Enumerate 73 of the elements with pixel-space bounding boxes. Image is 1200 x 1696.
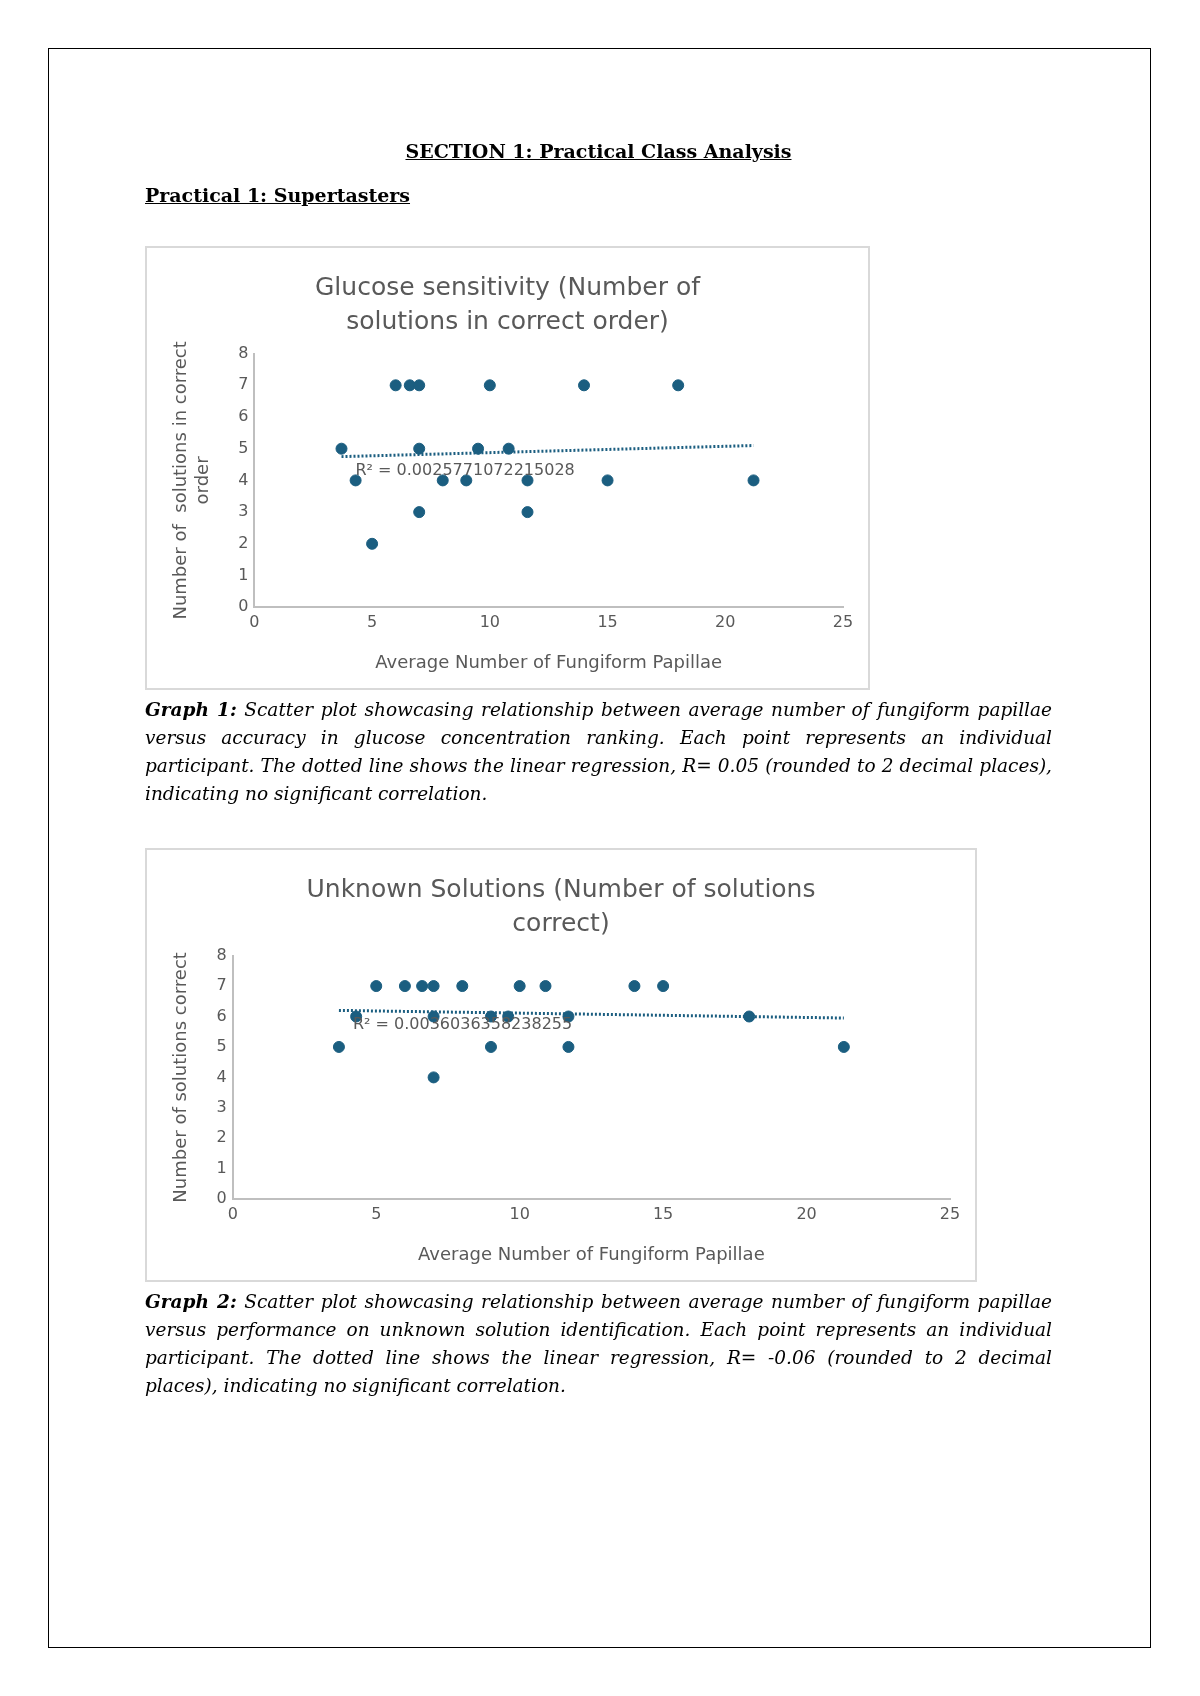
x-axis-title: Average Number of Fungiform Papillae	[375, 650, 723, 672]
y-tick-label: 2	[216, 1127, 227, 1147]
point	[484, 1040, 497, 1053]
point	[562, 1040, 575, 1053]
point	[539, 980, 552, 993]
point	[521, 474, 534, 487]
y-tick-label: 7	[216, 975, 227, 995]
y-tick-label: 8	[216, 944, 227, 964]
chart-title: Glucose sensitivity (Number of solutions in correct order)	[313, 271, 702, 337]
chart-title: Unknown Solutions (Number of solutions correct)	[305, 873, 817, 939]
y-axis-title: Number of solutions in correct order	[169, 341, 213, 620]
point	[628, 980, 641, 993]
text: SECTION 1: Practical Class Analysis	[404, 140, 793, 162]
y-tick-label: 4	[238, 469, 249, 489]
point	[413, 506, 426, 519]
x-tick-label: 15	[597, 611, 618, 631]
point	[513, 980, 526, 993]
y-tick-label: 4	[216, 1066, 227, 1086]
point	[335, 442, 348, 455]
x-tick-label: 10	[479, 611, 501, 631]
point	[747, 474, 760, 487]
point	[398, 980, 411, 993]
x-tick-label: 5	[367, 611, 378, 631]
point	[427, 980, 440, 993]
point	[460, 474, 473, 487]
x-tick-label: 15	[652, 1203, 674, 1223]
y-tick-label: 1	[216, 1157, 227, 1177]
point	[436, 474, 449, 487]
point	[578, 379, 591, 392]
point	[349, 474, 362, 487]
point	[483, 379, 496, 392]
x-tick-label: 5	[371, 1203, 382, 1223]
point	[672, 379, 685, 392]
x-tick-label: 10	[509, 1203, 530, 1223]
point	[521, 506, 534, 519]
y-axis-title: Number of solutions correct	[169, 952, 191, 1203]
y-tick-label: 2	[238, 532, 249, 552]
point	[427, 1071, 440, 1084]
y-tick-label: 6	[238, 406, 249, 426]
x-axis-title: Average Number of Fungiform Papillae	[418, 1242, 765, 1264]
point	[413, 442, 426, 455]
y-tick-label: 6	[216, 1005, 227, 1025]
caption: Graph 1: Scatter plot showcasing relationship between average number of fungiform papillae versus accuracy in glucose concentration ranking. Each point represents an individual participant. The dotted line shows the linear regression, R= 0.05 (rounded to 2 decimal places), indicating no significant correlation.	[145, 698, 1053, 806]
point	[837, 1040, 850, 1053]
x-tick-label: 20	[715, 611, 736, 631]
y-tick-label: 1	[238, 564, 249, 584]
y-tick-label: 8	[238, 342, 249, 362]
point	[416, 980, 429, 993]
y-tick-label: 5	[238, 437, 249, 457]
point	[332, 1040, 345, 1053]
y-tick-label: 7	[238, 374, 249, 394]
caption: Graph 2: Scatter plot showcasing relationship between average number of fungiform papillae versus performance on unknown solution identification. Each point represents an individual participant. The dotted line shows the linear regression, R= -0.06 (rounded to 2 decimal places), indicating no significant correlation.	[145, 1290, 1053, 1398]
x-tick-label: 25	[939, 1203, 961, 1223]
y-tick-label: 3	[216, 1097, 227, 1117]
point	[472, 442, 485, 455]
y-tick-label: 5	[216, 1036, 227, 1056]
point	[456, 980, 469, 993]
y-tick-label: 0	[216, 1188, 227, 1208]
x-tick-label: 25	[832, 611, 854, 631]
point	[502, 442, 515, 455]
point	[370, 980, 383, 993]
text: Practical 1: Supertasters	[145, 184, 411, 206]
point	[413, 379, 426, 392]
point	[657, 980, 670, 993]
x-tick-label: 20	[796, 1203, 817, 1223]
point	[743, 1010, 756, 1023]
point	[601, 474, 614, 487]
point	[389, 379, 402, 392]
annotation: R² = 0.0025771072215028	[355, 459, 575, 479]
annotation: R² = 0.0036036358238255	[352, 1013, 573, 1033]
point	[366, 537, 379, 550]
y-tick-label: 3	[238, 501, 249, 521]
y-tick-label: 0	[238, 596, 249, 616]
